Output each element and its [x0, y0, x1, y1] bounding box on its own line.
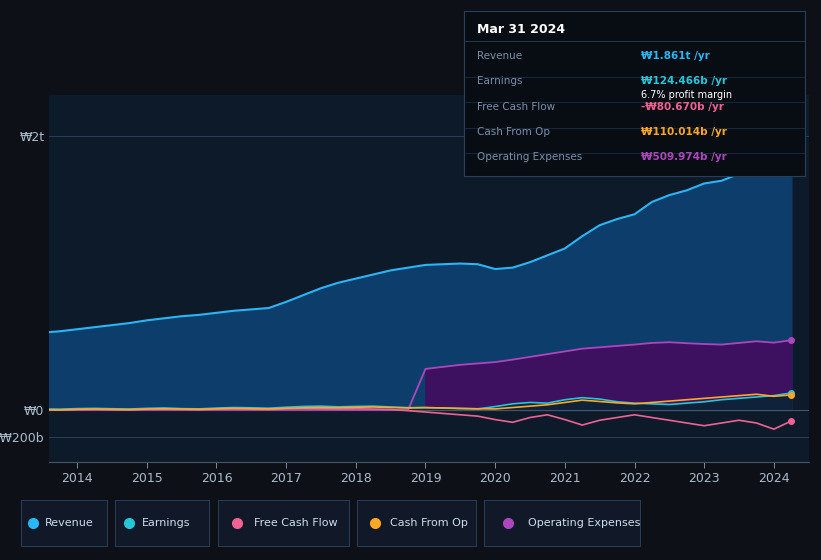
- Text: Revenue: Revenue: [478, 51, 523, 61]
- Text: ₩110.014b /yr: ₩110.014b /yr: [641, 127, 727, 137]
- Text: Free Cash Flow: Free Cash Flow: [255, 518, 338, 528]
- Text: 6.7% profit margin: 6.7% profit margin: [641, 90, 732, 100]
- Text: ₩509.974b /yr: ₩509.974b /yr: [641, 152, 727, 162]
- Text: Operating Expenses: Operating Expenses: [478, 152, 583, 162]
- Text: Earnings: Earnings: [141, 518, 190, 528]
- Text: Operating Expenses: Operating Expenses: [528, 518, 640, 528]
- Text: ₩124.466b /yr: ₩124.466b /yr: [641, 76, 727, 86]
- Text: Revenue: Revenue: [44, 518, 94, 528]
- Text: Cash From Op: Cash From Op: [391, 518, 468, 528]
- Text: ₩1.861t /yr: ₩1.861t /yr: [641, 51, 710, 61]
- Text: Mar 31 2024: Mar 31 2024: [478, 23, 566, 36]
- Text: -₩80.670b /yr: -₩80.670b /yr: [641, 102, 724, 112]
- Text: Earnings: Earnings: [478, 76, 523, 86]
- Text: Free Cash Flow: Free Cash Flow: [478, 102, 556, 112]
- Text: Cash From Op: Cash From Op: [478, 127, 551, 137]
